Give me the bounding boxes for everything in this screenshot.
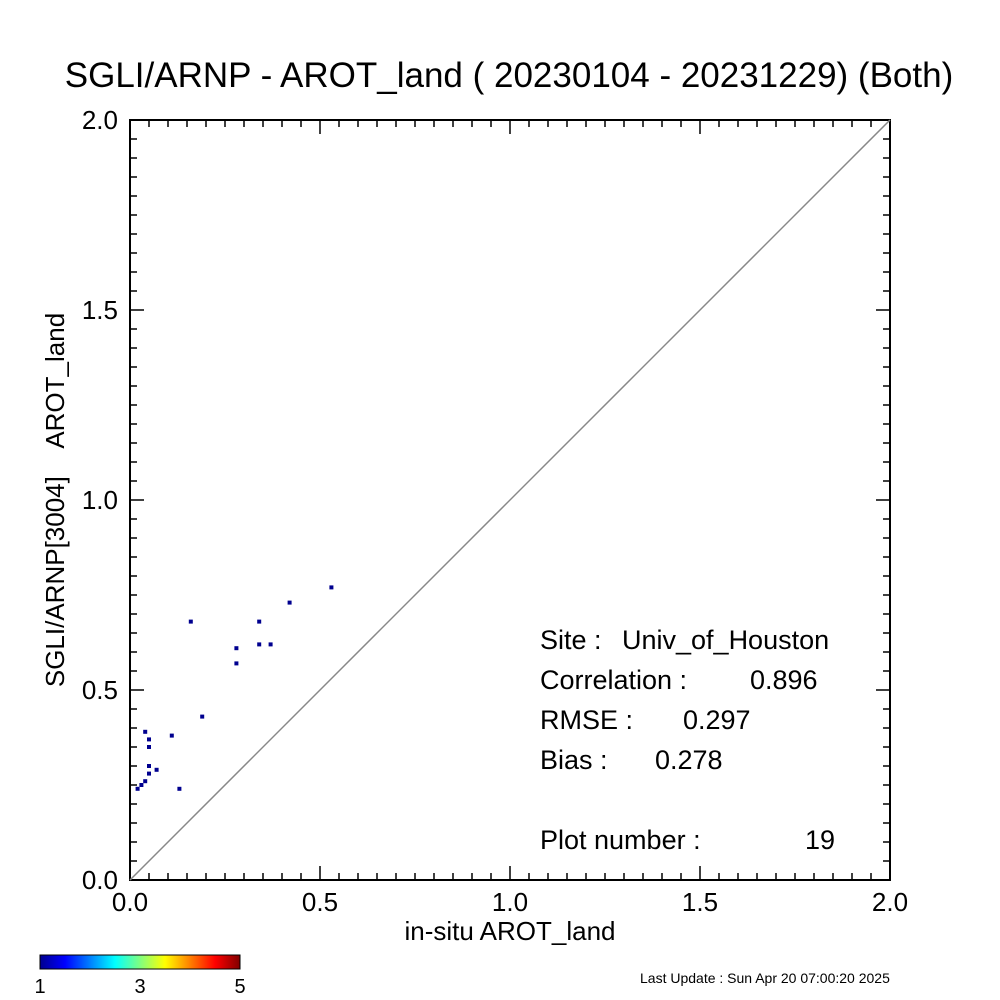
plot-number-label: Plot number :	[540, 825, 701, 855]
y-tick-label: 0.0	[82, 865, 118, 895]
colorbar-gradient	[39, 954, 241, 970]
data-point	[234, 646, 239, 651]
axis-ticks	[129, 119, 891, 881]
data-point	[147, 771, 151, 776]
data-point	[154, 767, 159, 772]
y-tick-label: 2.0	[82, 105, 118, 135]
data-point	[257, 642, 262, 647]
rmse-label: RMSE :	[540, 705, 633, 735]
data-points	[135, 585, 334, 791]
data-point	[135, 786, 140, 791]
data-point	[257, 619, 262, 624]
bias-value: 0.278	[655, 745, 723, 775]
x-tick-label: 1.5	[682, 887, 718, 917]
data-point	[234, 661, 239, 666]
correlation-value: 0.896	[750, 665, 818, 695]
x-tick-label: 1.0	[492, 887, 528, 917]
x-tick-label: 0.5	[302, 887, 338, 917]
data-point	[147, 737, 151, 742]
data-point	[139, 783, 144, 787]
site-label: Site :	[540, 625, 602, 655]
colorbar-label: 3	[134, 976, 145, 998]
data-point	[147, 745, 151, 749]
y-tick-label: 1.5	[82, 295, 118, 325]
data-point	[188, 619, 193, 624]
y-tick-label: 0.5	[82, 675, 118, 705]
data-point	[143, 729, 148, 734]
x-tick-label: 2.0	[872, 887, 908, 917]
data-point	[177, 786, 182, 791]
one-to-one-line	[129, 119, 891, 881]
data-point	[200, 714, 205, 719]
stats-box: Site : Univ_of_Houston Correlation : 0.8…	[540, 625, 835, 855]
correlation-label: Correlation :	[540, 665, 687, 695]
data-point	[147, 764, 151, 768]
chart-title: SGLI/ARNP - AROT_land ( 20230104 - 20231…	[64, 56, 954, 95]
colorbar-label: 5	[234, 976, 245, 998]
data-point	[329, 585, 334, 590]
plot-number-value: 19	[805, 825, 835, 855]
data-point	[143, 779, 148, 784]
bias-label: Bias :	[540, 745, 608, 775]
colorbar-label: 1	[34, 976, 45, 998]
axis-tick-labels: 0.0 0.5 1.0 1.5 2.0 0.0 0.5 1.0 1.5 2.0	[82, 105, 908, 917]
site-value: Univ_of_Houston	[622, 625, 829, 655]
data-point	[169, 733, 174, 738]
x-tick-label: 0.0	[112, 887, 148, 917]
y-tick-label: 1.0	[82, 485, 118, 515]
y-axis-label: SGLI/ARNP[3004] AROT_land	[40, 313, 70, 687]
data-point	[268, 642, 273, 647]
colorbar-labels: 1 3 5	[34, 976, 245, 998]
x-axis-label: in-situ AROT_land	[405, 916, 616, 946]
colorbar: 1 3 5	[34, 954, 246, 998]
data-point	[287, 600, 292, 605]
rmse-value: 0.297	[683, 705, 751, 735]
last-update-text: Last Update : Sun Apr 20 07:00:20 2025	[640, 970, 890, 986]
